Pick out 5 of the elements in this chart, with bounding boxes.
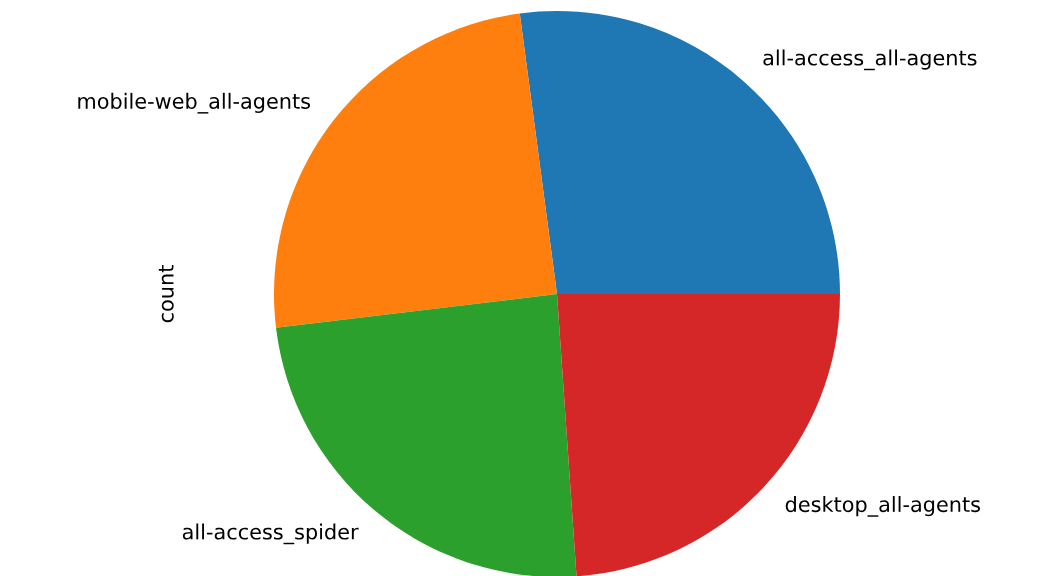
slice-label: mobile-web_all-agents bbox=[78, 92, 311, 114]
slice-label: all-access_spider bbox=[182, 523, 359, 545]
text: count bbox=[158, 265, 174, 323]
slice-label: all-access_all-agents bbox=[763, 49, 977, 71]
slice-label: desktop_all-agents bbox=[785, 496, 980, 517]
